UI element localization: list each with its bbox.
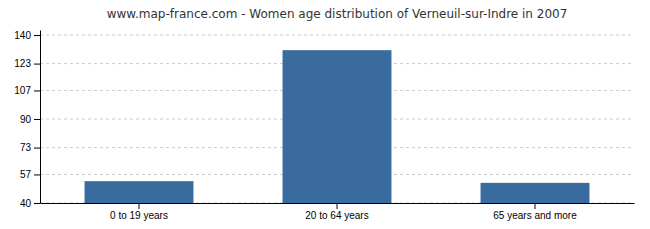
x-axis: 0 to 19 years 20 to 64 years 65 years and … <box>41 203 635 221</box>
y-tick-label: 107 <box>14 85 31 96</box>
y-tick: 40 <box>20 198 40 209</box>
y-tick: 90 <box>20 114 40 125</box>
grid-line <box>40 35 634 36</box>
chart: 40 57 73 90 107 123 140 0 to 19 years 20 to 64 y… <box>0 0 650 229</box>
bar <box>283 50 392 203</box>
y-tick-label: 140 <box>14 30 31 41</box>
y-tick: 57 <box>20 169 40 180</box>
y-tick-label: 40 <box>20 198 32 209</box>
y-tick: 73 <box>20 142 40 153</box>
x-tick-mark <box>337 203 338 209</box>
y-tick-label: 73 <box>20 142 32 153</box>
y-tick-label: 90 <box>20 114 32 125</box>
y-tick-mark <box>34 64 40 65</box>
x-tick: 20 to 64 years <box>305 203 368 221</box>
y-tick-mark <box>34 119 40 120</box>
title: www.map-france.com - Women age distribut… <box>107 7 568 21</box>
x-tick: 0 to 19 years <box>110 203 168 221</box>
x-tick-mark <box>535 203 536 209</box>
y-tick-label: 57 <box>20 169 32 180</box>
y-tick: 123 <box>14 58 40 69</box>
y-axis-line <box>40 31 41 204</box>
grid <box>40 35 634 203</box>
bars <box>85 50 590 203</box>
y-tick-mark <box>34 35 40 36</box>
bar <box>85 181 194 203</box>
plot: 40 57 73 90 107 123 140 0 to 19 years 20 to 64 y… <box>14 30 634 221</box>
y-tick-mark <box>34 174 40 175</box>
x-tick: 65 years and more <box>493 203 577 221</box>
x-tick-label: 65 years and more <box>493 210 577 221</box>
y-tick: 107 <box>14 85 40 96</box>
x-tick-label: 20 to 64 years <box>305 210 368 221</box>
bar <box>481 183 590 203</box>
y-tick-label: 123 <box>14 58 31 69</box>
y-tick-mark <box>34 90 40 91</box>
y-tick: 140 <box>14 30 40 41</box>
x-tick-mark <box>139 203 140 209</box>
y-tick-mark <box>34 148 40 149</box>
y-tick-mark <box>34 203 40 204</box>
x-tick-label: 0 to 19 years <box>110 210 168 221</box>
y-axis: 40 57 73 90 107 123 140 <box>14 30 40 209</box>
